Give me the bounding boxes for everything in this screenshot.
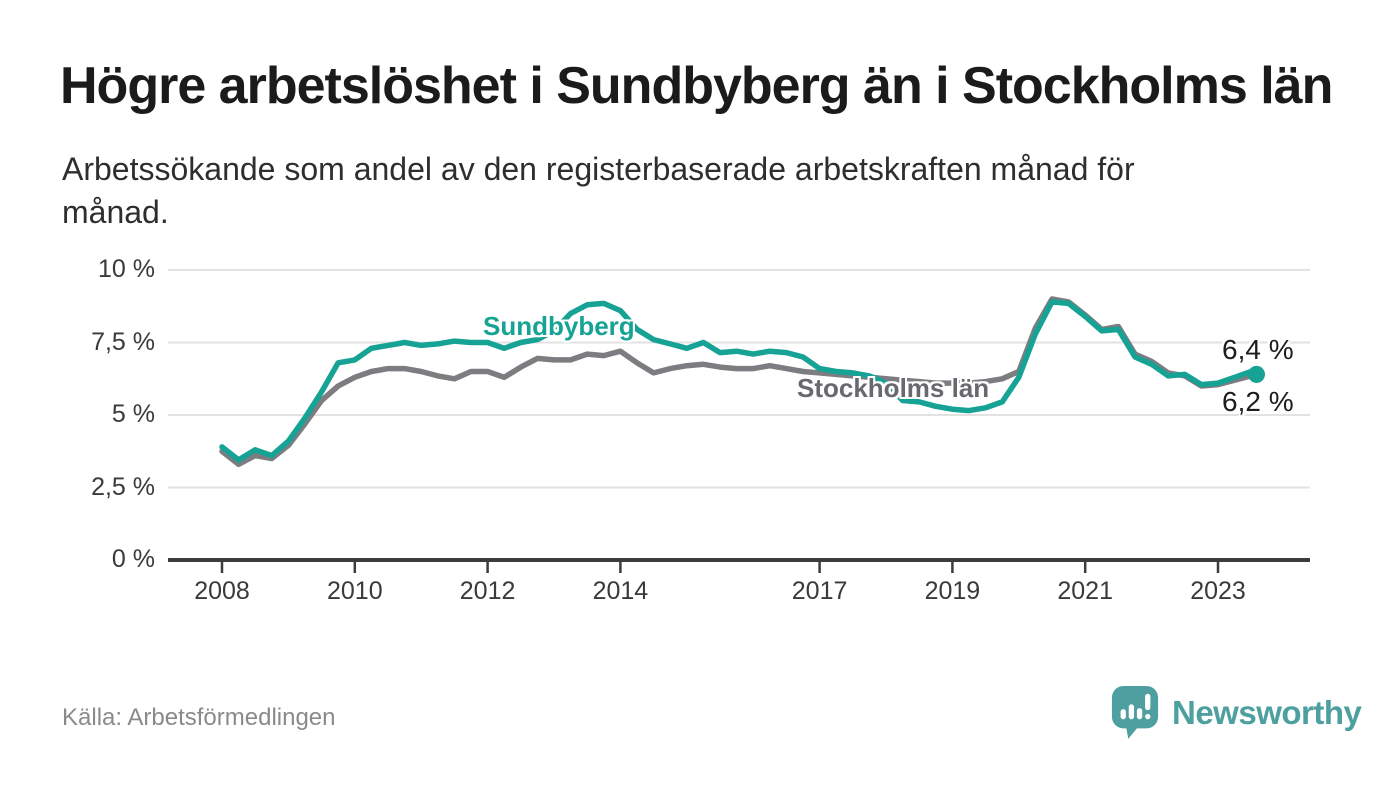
sundbyberg-series-label: Sundbyberg [483, 311, 635, 341]
stockholms-lan-end-value: 6,2 % [1222, 386, 1294, 417]
x-tick-label: 2019 [924, 577, 981, 605]
x-tick-label: 2014 [592, 577, 649, 605]
y-tick-label: 5 % [111, 400, 155, 428]
speech-bubble-bar-chart-icon [1110, 684, 1160, 740]
x-tick-label: 2012 [459, 577, 516, 605]
source-caption: Källa: Arbetsförmedlingen [62, 704, 336, 731]
x-tick-label: 2017 [791, 577, 848, 605]
page-subtitle-line2: månad. [62, 193, 169, 230]
stockholms-lan-series-label: Stockholms län [797, 373, 990, 403]
x-tick-label: 2008 [194, 577, 250, 605]
newsworthy-wordmark: Newsworthy [1172, 694, 1362, 731]
y-tick-label: 2,5 % [91, 472, 155, 501]
x-tick-label: 2010 [326, 577, 383, 605]
page-title: Högre arbetslöshet i Sundbyberg än i Sto… [60, 57, 1333, 115]
y-tick-label: 7,5 % [91, 327, 155, 356]
newsworthy-logo: Newsworthy [1110, 684, 1362, 740]
x-tick-label: 2023 [1190, 577, 1246, 605]
series-line-sundbyberg [219, 299, 1260, 463]
series-line-stockholms-l-n [219, 296, 1260, 468]
page-subtitle-line1: Arbetssökande som andel av den registerb… [62, 151, 1135, 187]
series-end-dot [1248, 365, 1266, 383]
y-tick-label: 10 % [98, 255, 155, 283]
page-subtitle: Arbetssökande som andel av den registerb… [62, 148, 1342, 233]
x-tick-label: 2021 [1057, 577, 1113, 605]
y-tick-label: 0 % [111, 545, 155, 573]
sundbyberg-end-value: 6,4 % [1222, 334, 1294, 365]
